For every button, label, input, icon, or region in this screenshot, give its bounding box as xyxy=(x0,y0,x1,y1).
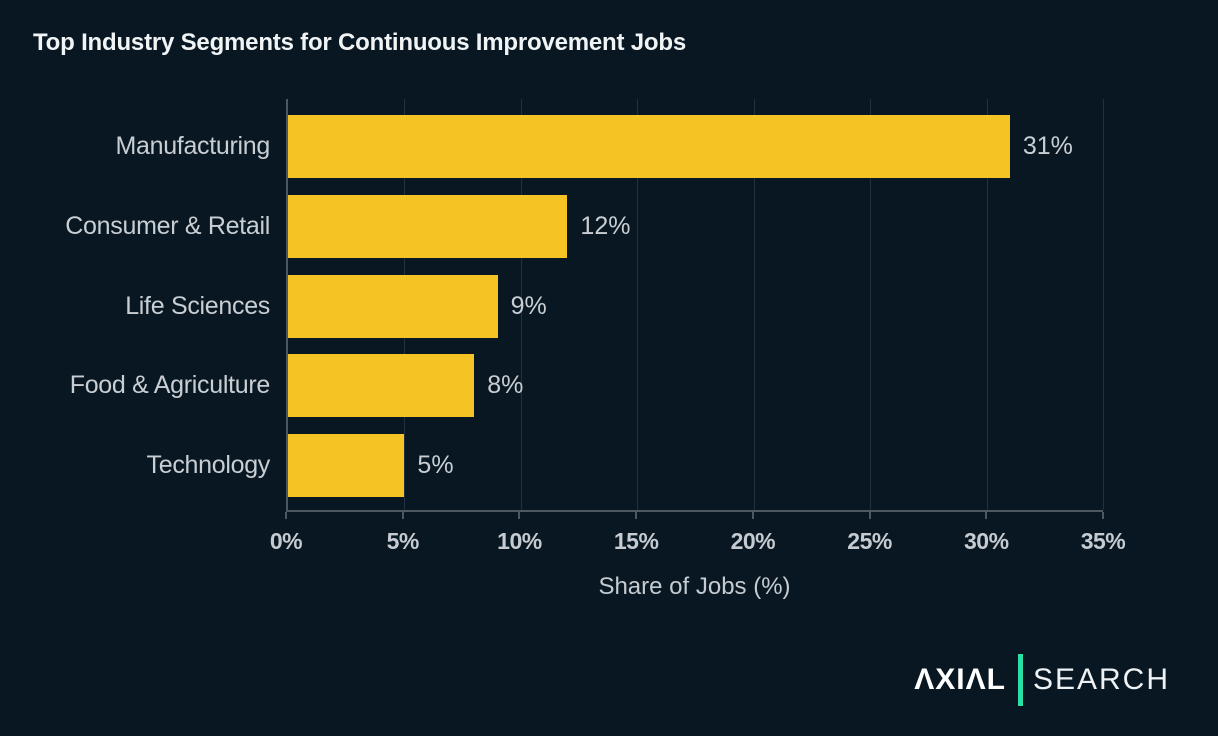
bar-row: Manufacturing 31% xyxy=(115,115,1103,178)
bar xyxy=(288,194,568,258)
category-label: Life Sciences xyxy=(125,291,270,320)
category-label: Technology xyxy=(146,451,271,479)
x-axis-tick-label: 15% xyxy=(613,528,659,554)
x-axis-tick-label: 10% xyxy=(497,528,542,554)
bars: Manufacturing 31% Consumer & Retail 12% Life… xyxy=(65,99,1103,510)
chart-title: Top Industry Segments for Continuous Imp… xyxy=(33,29,686,56)
x-axis-tick-label: 25% xyxy=(847,528,892,554)
gridline xyxy=(637,99,639,510)
value-label: 5% xyxy=(417,451,454,479)
category-label: Consumer & Retail xyxy=(65,211,270,240)
category-label: Manufacturing xyxy=(115,132,270,160)
logo-search-text: SEARCH xyxy=(1032,663,1170,696)
gridline xyxy=(753,99,755,510)
bar xyxy=(288,115,1010,178)
x-axis-label: Share of Jobs (%) xyxy=(598,573,791,600)
x-axis-tick-mark xyxy=(518,512,521,519)
x-axis-tick-mark xyxy=(285,512,287,519)
bar xyxy=(288,274,498,338)
bar xyxy=(288,434,405,497)
gridline xyxy=(870,99,872,510)
x-axis-tick-label: 0% xyxy=(269,528,303,554)
bar xyxy=(288,354,475,418)
bar-row: Technology 5% xyxy=(147,434,1103,497)
value-label: 31% xyxy=(1022,132,1073,160)
x-axis-tick-label: 20% xyxy=(730,528,776,554)
category-label: Food & Agriculture xyxy=(69,371,271,400)
value-label: 12% xyxy=(580,211,631,240)
gridline xyxy=(986,99,988,510)
x-axis-tick-mark xyxy=(635,512,638,519)
x-axis-tick-mark xyxy=(868,512,871,519)
x-axis-tick-label: 5% xyxy=(386,528,420,554)
x-axis-tick-label: 35% xyxy=(1080,528,1126,554)
x-axis-tick-mark xyxy=(1102,512,1104,519)
gridline xyxy=(520,99,522,510)
bar-row: Life Sciences 9% xyxy=(125,274,1103,338)
brand-logo: ΛXIΛL SEARCH xyxy=(914,654,1170,706)
value-label: 8% xyxy=(487,371,524,400)
logo-divider xyxy=(1017,654,1023,706)
plot-area: Manufacturing 31% Consumer & Retail 12% Life… xyxy=(65,99,1104,512)
value-label: 9% xyxy=(510,291,547,320)
bar-row: Consumer & Retail 12% xyxy=(65,194,1103,258)
x-axis: 0% 5% 10% 15% 20% 25% 30% 35% xyxy=(270,512,1126,572)
x-axis-tick-mark xyxy=(751,512,754,519)
x-axis-tick-label: 30% xyxy=(964,528,1009,554)
bar-row: Food & Agriculture 8% xyxy=(70,354,1103,418)
gridline xyxy=(1103,99,1104,510)
x-axis-tick-mark xyxy=(985,512,988,519)
x-axis-tick-mark xyxy=(401,512,404,519)
logo-axial-text: ΛXIΛL xyxy=(914,663,1006,696)
